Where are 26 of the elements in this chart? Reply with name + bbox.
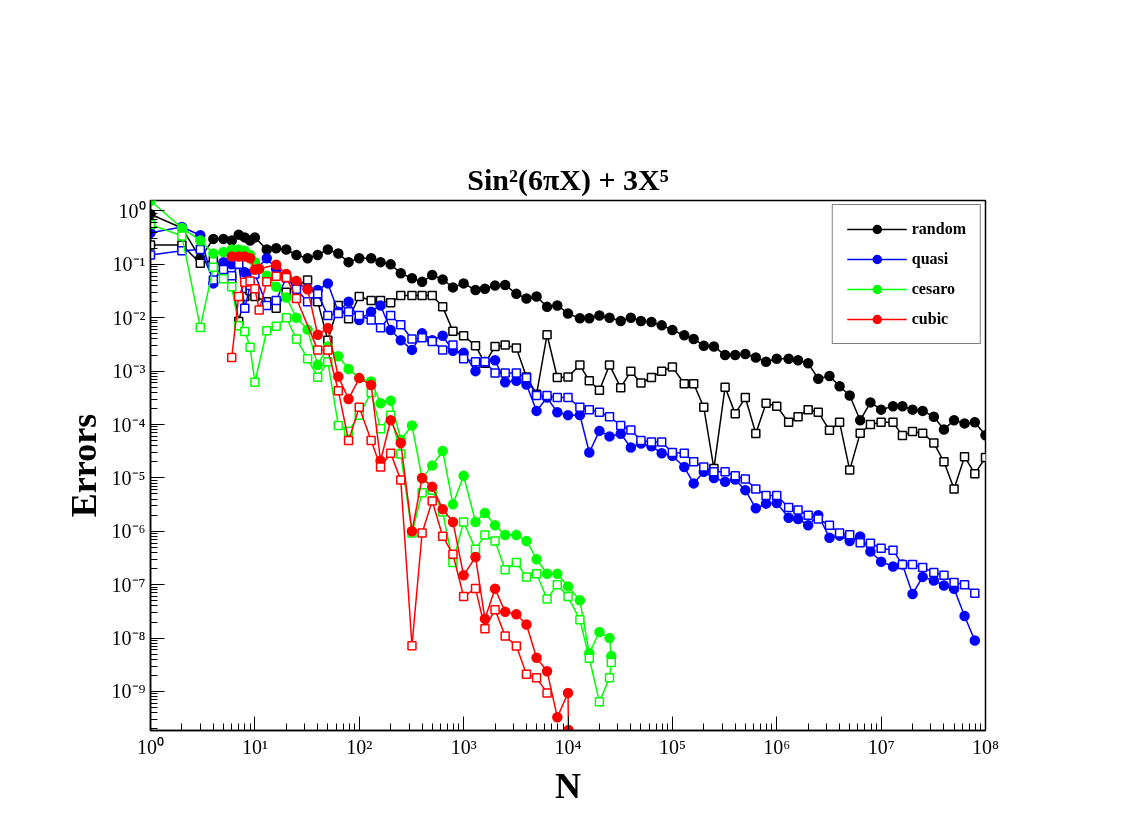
x-tick-label: 10⁶ <box>763 735 791 758</box>
x-tick-label: 10³ <box>450 735 477 758</box>
legend-label: cesaro <box>911 280 956 298</box>
chart-title: Sin²(6πX) + 3X⁵ <box>467 162 669 197</box>
y-tick-label: 10⁻⁴ <box>111 413 146 436</box>
x-tick-label: 10² <box>346 735 373 758</box>
x-tick-label: 10⁸ <box>972 735 1000 758</box>
legend-label: cubic <box>911 310 949 328</box>
legend-label: random <box>911 220 966 238</box>
y-tick-label: 10⁻³ <box>112 360 146 383</box>
y-axis-title: Errors <box>63 413 104 518</box>
y-tick-label: 10⁻⁵ <box>111 466 146 489</box>
y-tick-label: 10⁰ <box>118 199 146 222</box>
y-tick-label: 10⁻⁹ <box>111 680 146 703</box>
legend-label: quasi <box>911 250 949 268</box>
x-tick-label: 10¹ <box>241 735 268 758</box>
y-tick-label: 10⁻² <box>112 306 146 329</box>
x-tick-label: 10⁰ <box>137 735 164 758</box>
x-tick-label: 10⁷ <box>867 735 895 758</box>
x-tick-label: 10⁵ <box>658 735 686 758</box>
x-axis-title: N <box>555 765 581 806</box>
y-tick-label: 10⁻⁶ <box>111 520 146 543</box>
y-tick-label: 10⁻⁷ <box>111 573 146 596</box>
y-tick-label: 10⁻⁸ <box>111 627 146 650</box>
y-tick-label: 10⁻¹ <box>112 253 146 276</box>
x-tick-label: 10⁴ <box>554 735 582 758</box>
